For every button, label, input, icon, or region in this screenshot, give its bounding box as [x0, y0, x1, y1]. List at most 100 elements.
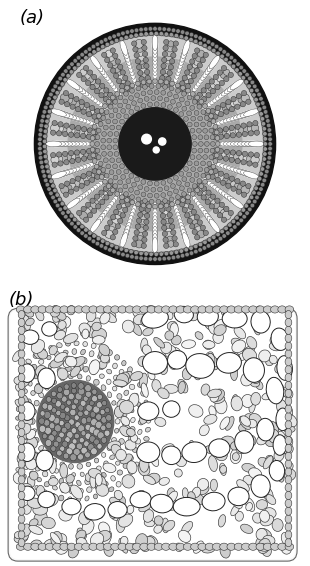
Circle shape — [63, 206, 67, 210]
Ellipse shape — [18, 421, 25, 429]
Circle shape — [189, 224, 195, 229]
Ellipse shape — [25, 318, 34, 325]
Circle shape — [135, 93, 140, 98]
Ellipse shape — [272, 518, 283, 531]
Circle shape — [61, 396, 67, 402]
Ellipse shape — [159, 363, 168, 375]
Ellipse shape — [233, 113, 246, 119]
Ellipse shape — [263, 306, 272, 313]
Circle shape — [146, 82, 151, 87]
Ellipse shape — [101, 453, 106, 457]
Circle shape — [168, 41, 174, 47]
Ellipse shape — [138, 410, 142, 417]
Circle shape — [201, 122, 206, 127]
Ellipse shape — [152, 46, 158, 63]
Circle shape — [93, 153, 99, 159]
Circle shape — [250, 80, 255, 84]
Circle shape — [172, 47, 177, 52]
Circle shape — [104, 58, 110, 63]
Circle shape — [142, 134, 151, 144]
Ellipse shape — [219, 142, 229, 146]
Ellipse shape — [220, 306, 228, 313]
Ellipse shape — [175, 208, 181, 220]
Ellipse shape — [101, 385, 106, 391]
Circle shape — [217, 128, 223, 133]
Ellipse shape — [108, 79, 116, 89]
Ellipse shape — [179, 222, 186, 235]
Circle shape — [55, 193, 60, 197]
Circle shape — [235, 158, 240, 164]
Circle shape — [247, 161, 252, 166]
Ellipse shape — [120, 454, 132, 464]
Ellipse shape — [24, 306, 32, 313]
Ellipse shape — [92, 336, 105, 344]
Circle shape — [63, 91, 69, 96]
Ellipse shape — [100, 312, 110, 324]
Circle shape — [110, 48, 115, 53]
Ellipse shape — [108, 501, 127, 518]
Ellipse shape — [27, 498, 42, 508]
Circle shape — [86, 148, 92, 154]
Circle shape — [170, 81, 175, 86]
Circle shape — [163, 237, 168, 242]
Ellipse shape — [61, 487, 66, 493]
Circle shape — [210, 194, 216, 199]
Ellipse shape — [59, 478, 64, 484]
Circle shape — [165, 82, 170, 88]
Circle shape — [84, 441, 89, 447]
Circle shape — [69, 98, 77, 106]
Circle shape — [260, 117, 265, 121]
Circle shape — [81, 206, 86, 212]
Circle shape — [215, 142, 220, 147]
Ellipse shape — [125, 376, 130, 382]
Ellipse shape — [251, 392, 261, 405]
Circle shape — [180, 30, 185, 35]
Ellipse shape — [73, 84, 86, 94]
Circle shape — [263, 142, 268, 146]
Circle shape — [117, 65, 123, 70]
Circle shape — [148, 90, 153, 95]
Circle shape — [187, 122, 192, 127]
Circle shape — [228, 72, 233, 78]
Circle shape — [256, 102, 260, 106]
Ellipse shape — [218, 88, 231, 98]
Ellipse shape — [224, 116, 237, 123]
Circle shape — [79, 176, 88, 185]
Ellipse shape — [107, 369, 112, 374]
Ellipse shape — [119, 370, 124, 375]
Circle shape — [117, 207, 125, 215]
Circle shape — [49, 179, 53, 183]
Circle shape — [113, 164, 117, 169]
Ellipse shape — [53, 306, 61, 313]
Circle shape — [138, 185, 143, 190]
Ellipse shape — [201, 70, 209, 80]
Ellipse shape — [231, 338, 241, 346]
Ellipse shape — [153, 205, 157, 213]
Circle shape — [210, 88, 216, 94]
Ellipse shape — [165, 331, 174, 340]
Ellipse shape — [72, 116, 83, 122]
Circle shape — [190, 178, 195, 182]
Circle shape — [173, 41, 179, 46]
Ellipse shape — [255, 315, 266, 325]
Circle shape — [53, 95, 57, 100]
Ellipse shape — [153, 70, 157, 79]
Ellipse shape — [131, 75, 137, 85]
Circle shape — [115, 191, 120, 196]
Circle shape — [253, 199, 257, 204]
Circle shape — [226, 100, 231, 105]
Ellipse shape — [41, 517, 55, 529]
Ellipse shape — [91, 97, 100, 105]
Circle shape — [54, 417, 60, 424]
Circle shape — [224, 226, 228, 230]
Circle shape — [69, 183, 76, 189]
Circle shape — [106, 423, 112, 428]
FancyBboxPatch shape — [10, 311, 295, 559]
Ellipse shape — [73, 84, 87, 95]
Circle shape — [66, 400, 71, 405]
Ellipse shape — [34, 511, 47, 525]
Circle shape — [53, 84, 57, 88]
Ellipse shape — [47, 140, 65, 147]
Circle shape — [42, 403, 48, 409]
Circle shape — [211, 119, 216, 124]
